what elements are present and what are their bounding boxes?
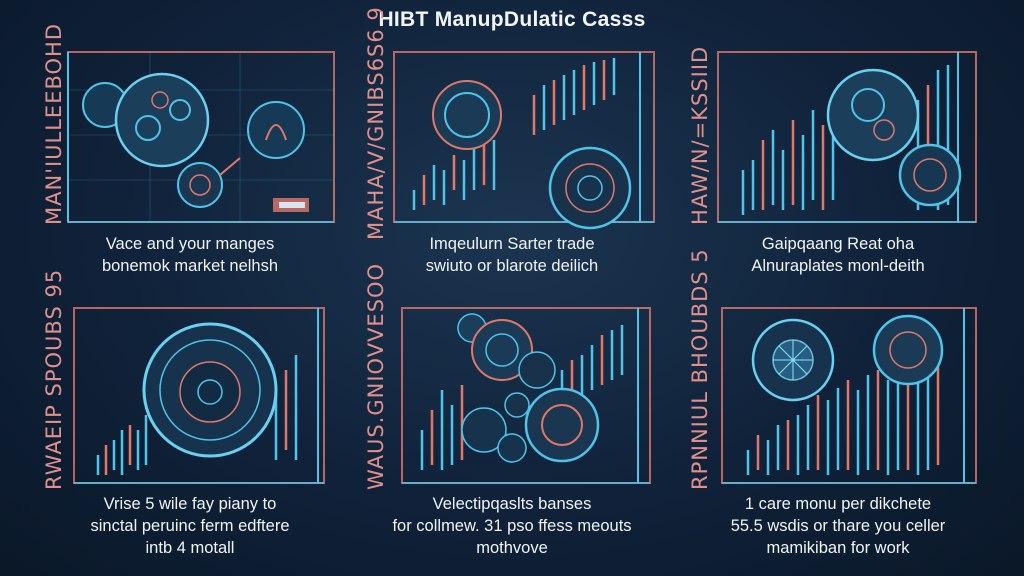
panel-2-caption-line-2: swiuto or blarote deilich: [425, 257, 599, 275]
panel-1-illustration: [67, 51, 335, 223]
panel-6-caption-line-1: 1 care monu per dikchete: [744, 495, 932, 513]
panel-3: HAW/N/=KSSIID Gaipqaang Reat oha Al: [688, 40, 988, 290]
panel-2-caption: Imqeulurn Sarter trade swiuto or blarote…: [362, 233, 662, 277]
panel-4-caption-line-2: sinctal peruinc ferm edftere: [90, 517, 290, 535]
panel-2: MAHA/V/GNIBS6S6 9: [362, 6, 662, 290]
panel-4-illustration: [73, 307, 325, 484]
panel-5-caption-line-2: for collmew. 31 pso ffess meouts: [392, 517, 632, 535]
panel-5-caption-line-1: Velectipqaslts banses: [432, 495, 592, 513]
panel-5-caption: Velectipqaslts banses for collmew. 31 ps…: [362, 493, 662, 559]
panel-6-caption: 1 care monu per dikchete 55.5 wsdis or t…: [688, 493, 988, 559]
panel-3-illustration: [717, 51, 977, 223]
panel-1: MAN'IULLEEBOHD Vace and your manges bone…: [40, 23, 340, 290]
panel-2-caption-line-1: Imqeulurn Sarter trade: [429, 235, 595, 253]
panel-3-caption-line-2: Alnuraplates monl-deith: [751, 257, 925, 275]
panel-2-illustration: [393, 51, 655, 230]
panel-1-caption-line-1: Vace and your manges: [105, 235, 275, 253]
panel-1-caption: Vace and your manges bonemok market nelh…: [40, 233, 340, 277]
panel-6-illustration: [721, 307, 977, 484]
panel-5-caption-line-3: mothvove: [476, 539, 548, 557]
panel-3-caption-line-1: Gaipqaang Reat oha: [761, 235, 915, 253]
panel-4: RWAEIP SPOUBS 95 Vrise 5 wile fay piany …: [40, 269, 340, 557]
page-title: HIBT ManupDulatic Casss: [378, 8, 646, 31]
panel-4-caption: Vrise 5 wile fay piany to sinctal peruin…: [40, 493, 340, 559]
panel-6: RPNNIUL BHOUBDS 5: [688, 248, 988, 557]
panel-1-caption-line-2: bonemok market nelhsh: [101, 257, 279, 275]
panel-5: WAUS.GNIOVVESOO Velectipqaslts ba: [362, 263, 662, 557]
panel-5-illustration: [401, 307, 651, 484]
panel-6-caption-line-2: 55.5 wsdis or thare you celler: [730, 517, 946, 535]
panel-6-caption-line-3: mamikiban for work: [766, 539, 910, 557]
panel-4-caption-line-1: Vrise 5 wile fay piany to: [103, 495, 277, 513]
panel-4-caption-line-3: intb 4 motall: [145, 539, 235, 557]
panel-3-caption: Gaipqaang Reat oha Alnuraplates monl-dei…: [688, 233, 988, 277]
